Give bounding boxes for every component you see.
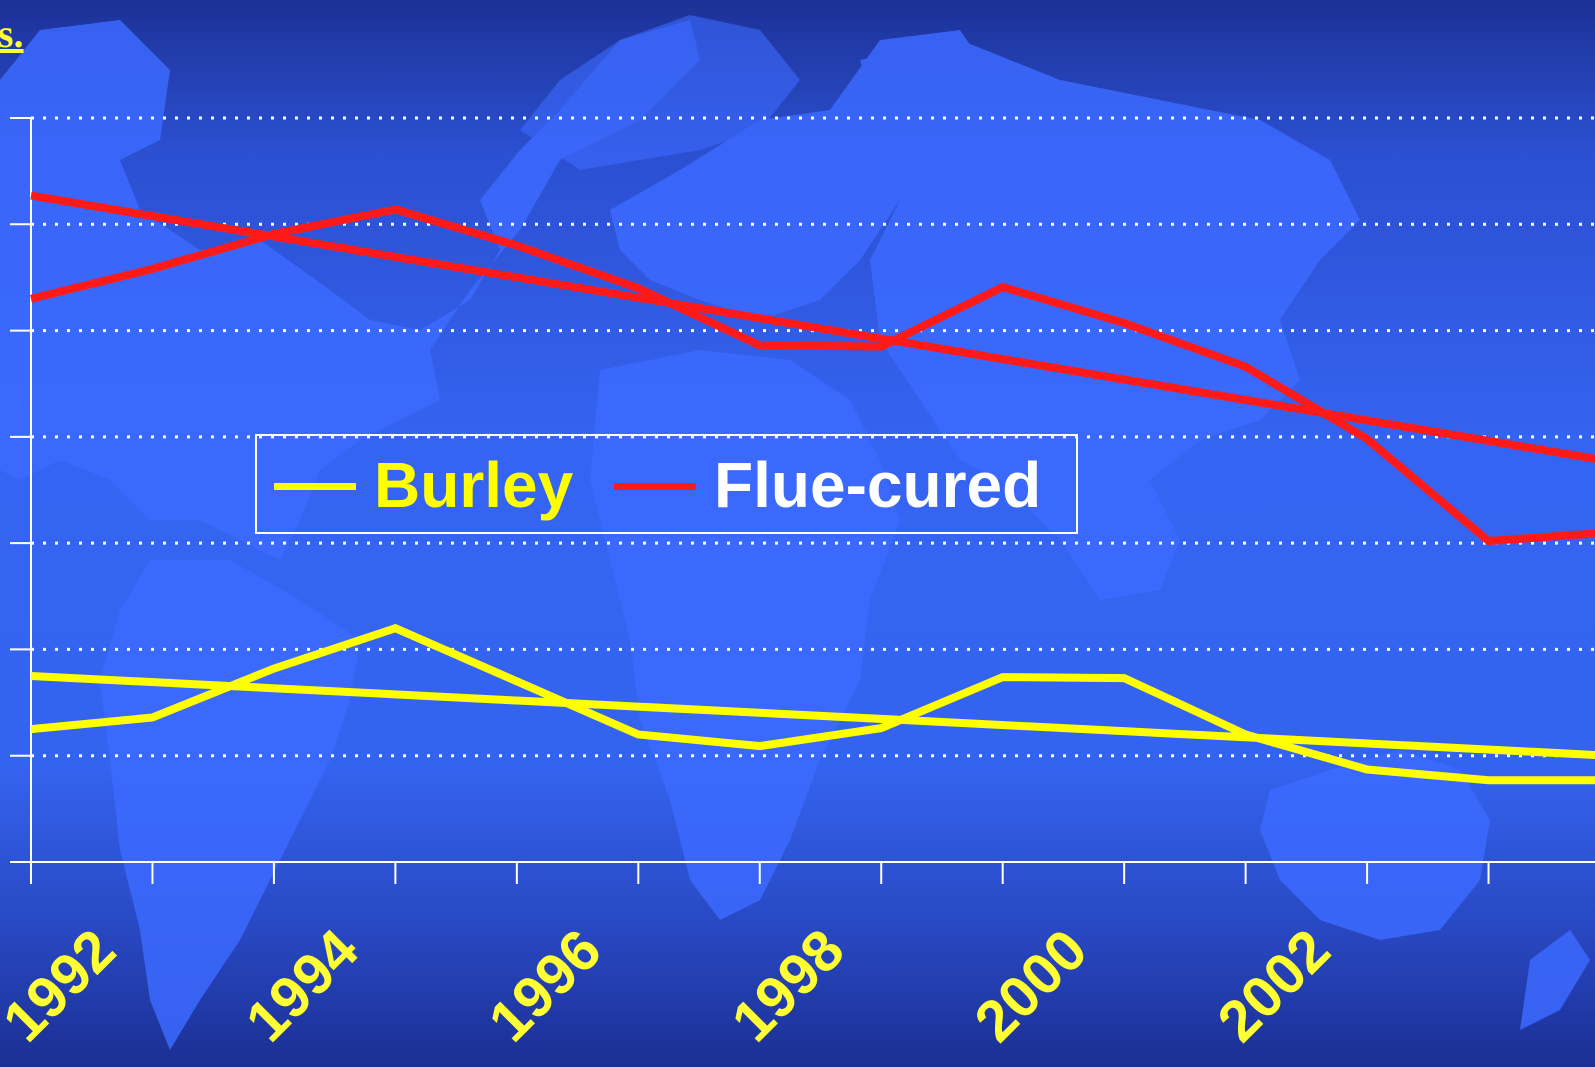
series-line-burley (30, 623, 1595, 785)
africa-shape (590, 350, 900, 920)
new-zealand-shape (1520, 930, 1590, 1030)
x-tick-label-2002: 2002 (1205, 917, 1342, 1054)
chart-legend: Burley Flue-cured (255, 434, 1078, 534)
series-lines (30, 191, 1595, 785)
x-tick-label-1992: 1992 (0, 917, 128, 1054)
series-line-flue-cured-trend (30, 191, 1595, 463)
legend-burley-swatch (274, 483, 356, 490)
series-line-flue-cured (30, 205, 1595, 546)
australia-shape (1260, 750, 1490, 940)
legend-burley-label: Burley (374, 449, 574, 521)
series-line-burley-trend (30, 672, 1595, 759)
legend-flue-cured-label: Flue-cured (714, 449, 1042, 521)
legend-flue-cured-swatch (614, 483, 696, 490)
x-tick-label-2000: 2000 (962, 917, 1099, 1054)
greenland-shape (520, 15, 800, 170)
north-america-shape (0, 20, 700, 560)
title-fragment: s. (0, 11, 24, 56)
x-tick-label-1994: 1994 (234, 917, 371, 1054)
x-tick-label-1996: 1996 (477, 917, 614, 1054)
x-tick-label-1998: 1998 (719, 917, 856, 1054)
axes (10, 117, 1595, 884)
